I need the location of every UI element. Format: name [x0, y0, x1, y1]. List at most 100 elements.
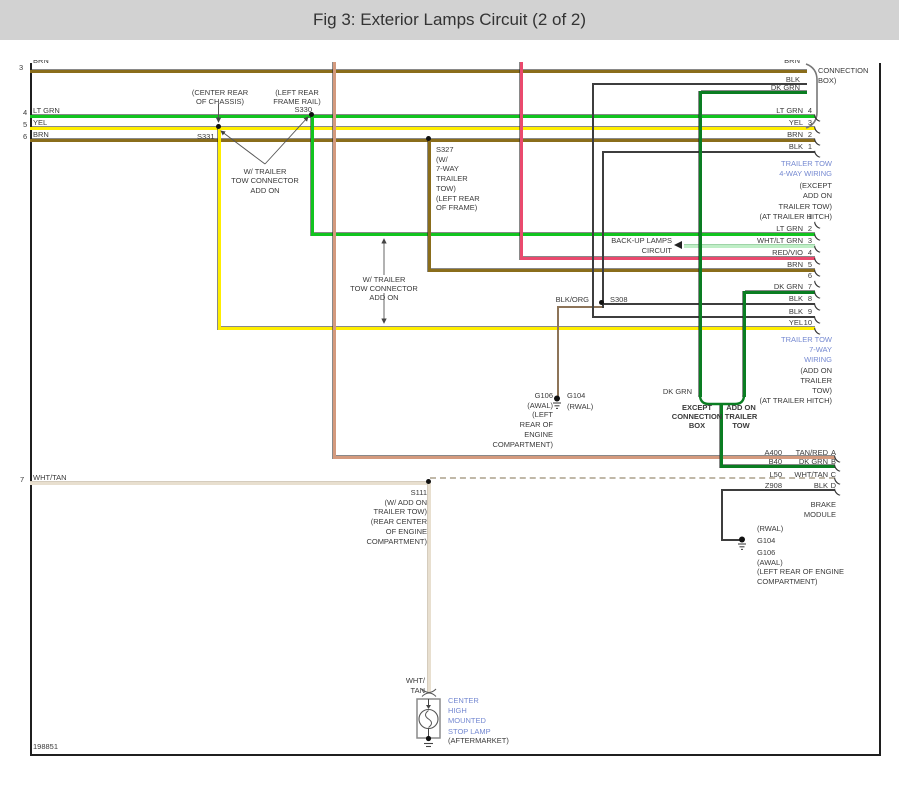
- wire-brn-7way-pin5: [430, 269, 815, 272]
- seven-way-pin1-num: 1: [807, 212, 812, 221]
- wire-dkgrn-vertical-left: [699, 91, 702, 397]
- wire-label-brn6: BRN: [33, 130, 49, 139]
- pin-connector-icon: (: [811, 290, 821, 300]
- brake-a-color: TAN/RED: [795, 448, 828, 457]
- pin-connector-icon: (: [811, 268, 821, 278]
- wire-ltgrn-7way-pin2: [313, 233, 815, 236]
- wire-dkgrn-vertical-merged: [720, 403, 723, 468]
- wire-ltgrn-vertical: [311, 115, 314, 236]
- frame-left: [30, 63, 32, 756]
- seven-way-pin9-num: 9: [807, 307, 812, 316]
- wire-label-brn-clipped-left: BRN: [33, 60, 49, 65]
- arrow-tow-connector-double: [381, 238, 387, 324]
- caption-brake-module: BRAKE MODULE: [803, 500, 836, 519]
- wire-label-blkorg: BLK/ORG: [555, 295, 589, 304]
- wire-number-3: 3: [19, 63, 24, 72]
- wire-label-yel: YEL: [33, 118, 48, 127]
- seven-way-pin8-label: BLK: [788, 294, 803, 303]
- callout-tow-connector-add-on-1: W/ TRAILER TOW CONNECTOR ADD ON: [231, 167, 299, 195]
- callout-tow-connector-add-on-2: W/ TRAILER TOW CONNECTOR ADD ON: [350, 275, 418, 302]
- pin-connector-icon: (: [811, 149, 821, 159]
- wire-dkgrn-7way-pin7: [745, 291, 815, 294]
- seven-way-pin5-num: 5: [807, 260, 812, 269]
- page-title: Fig 3: Exterior Lamps Circuit (2 of 2): [312, 10, 587, 29]
- arrow-center-rear: [215, 104, 222, 123]
- brake-a-pin: A: [830, 448, 836, 457]
- brake-a-code: A400: [764, 448, 782, 457]
- ground-label-g106: G106 (AWAL) (LEFT REAR OF ENGINE COMPART…: [492, 391, 553, 449]
- wire-number-7: 7: [20, 475, 25, 484]
- callout-except-connection-box: EXCEPT CONNECTION BOX: [671, 403, 723, 430]
- wiring-diagram: CONNECTION BOX) BRN BLK DK GRN 3 BRN 4 L…: [0, 40, 899, 795]
- seven-way-pin10-num: 10: [803, 318, 812, 327]
- ground-symbol-g104: [738, 536, 746, 550]
- wire-whttan-vertical-lamp: [428, 482, 431, 692]
- brake-d-code: Z908: [764, 481, 782, 490]
- frame-bottom: [30, 754, 881, 756]
- ground-label-rwal-g104: (RWAL) G104: [757, 524, 784, 545]
- seven-way-pin6-num: 6: [807, 271, 812, 280]
- seven-way-pin5-label: BRN: [787, 260, 803, 269]
- splice-dot-s330: [309, 112, 314, 117]
- wire-yel-7way-pin10: [220, 327, 815, 330]
- wire-redvio-7way-pin4: [522, 257, 815, 260]
- four-way-pin3-label: YEL: [788, 118, 803, 127]
- caption-7way-black: (ADD ON TRAILER TOW) (AT TRAILER HITCH): [759, 366, 832, 405]
- inline-connector-icon: [421, 688, 437, 697]
- wire-whttan-7: [30, 482, 430, 485]
- wire-number-6: 6: [23, 132, 28, 141]
- wire-whtltgrn-7way-pin3: [684, 245, 815, 248]
- pin-connector-icon: (: [811, 137, 821, 147]
- wire-brn-vertical: [428, 139, 431, 272]
- four-way-pin2-label: BRN: [787, 130, 803, 139]
- wire-blk-vertical-ground: [721, 489, 723, 541]
- wire-blk-brake-d: [722, 489, 835, 491]
- wire-yel-5: [30, 127, 815, 130]
- pin-connector-icon: (: [811, 256, 821, 266]
- seven-way-pin3-num: 3: [807, 236, 812, 245]
- caption-4way-blue: TRAILER TOW 4-WAY WIRING: [779, 159, 832, 179]
- brake-c-pin: C: [830, 470, 836, 479]
- ground-label-g106-awal: G106 (AWAL) (LEFT REAR OF ENGINE COMPART…: [757, 548, 844, 587]
- wire-tanred-vertical: [333, 62, 336, 459]
- wire-label-whttan: WHT/TAN: [33, 473, 67, 482]
- wire-whttan-dashed-brake-c: [430, 477, 835, 479]
- splice-dot-s327: [426, 136, 431, 141]
- wire-ltgrn-4: [30, 115, 815, 118]
- wire-blk-4way-pin1: [603, 151, 815, 153]
- wire-number-5: 5: [23, 120, 28, 129]
- wire-blk-7way-pin8: [603, 303, 815, 305]
- wire-brn-3: [30, 70, 807, 73]
- brake-b-pin: B: [830, 457, 836, 466]
- caption-4way-black: (EXCEPT ADD ON TRAILER TOW) (AT TRAILER …: [759, 181, 832, 222]
- brake-d-pin: D: [830, 481, 836, 490]
- ground-label-g104: G104 (RWAL): [567, 391, 594, 411]
- wire-blkorg-horizontal: [557, 306, 604, 308]
- seven-way-pin8-num: 8: [807, 294, 812, 303]
- pin-connector-icon: (: [811, 315, 821, 325]
- splice-dot-s111: [426, 479, 431, 484]
- caption-7way-blue: TRAILER TOW 7-WAY WIRING: [781, 335, 832, 364]
- splice-dot-s308: [599, 300, 604, 305]
- seven-way-pin2-num: 2: [807, 224, 812, 233]
- connection-box-label: CONNECTION BOX): [818, 66, 869, 85]
- stop-lamp-symbol: [416, 698, 441, 748]
- wire-label-blk-top: BLK: [785, 75, 800, 84]
- four-way-pin1-num: 1: [807, 142, 812, 151]
- wire-label-dkgrn-top: DK GRN: [770, 83, 800, 92]
- brake-b-code: B40: [768, 457, 782, 466]
- brake-c-color: WHT/TAN: [794, 470, 828, 479]
- lamp-name: CENTER HIGH MOUNTED STOP LAMP: [448, 696, 491, 736]
- dkgrn-merge-brace: [698, 394, 746, 406]
- connection-box-bracket: [805, 63, 818, 129]
- wire-blk-to-ground: [722, 539, 742, 541]
- wire-label-ltgrn: LT GRN: [33, 106, 60, 115]
- four-way-pin3-num: 3: [807, 118, 812, 127]
- lamp-wire-label-whttan: WHT/ TAN: [405, 676, 425, 695]
- pin-connector-icon: (: [831, 487, 841, 497]
- wire-dkgrn-vertical-right: [743, 291, 746, 397]
- four-way-pin1-label: BLK: [788, 142, 803, 151]
- pin-connector-icon: (: [811, 302, 821, 312]
- wire-dkgrn-brake-b: [722, 465, 835, 468]
- splice-label-s308: S308: [610, 295, 628, 304]
